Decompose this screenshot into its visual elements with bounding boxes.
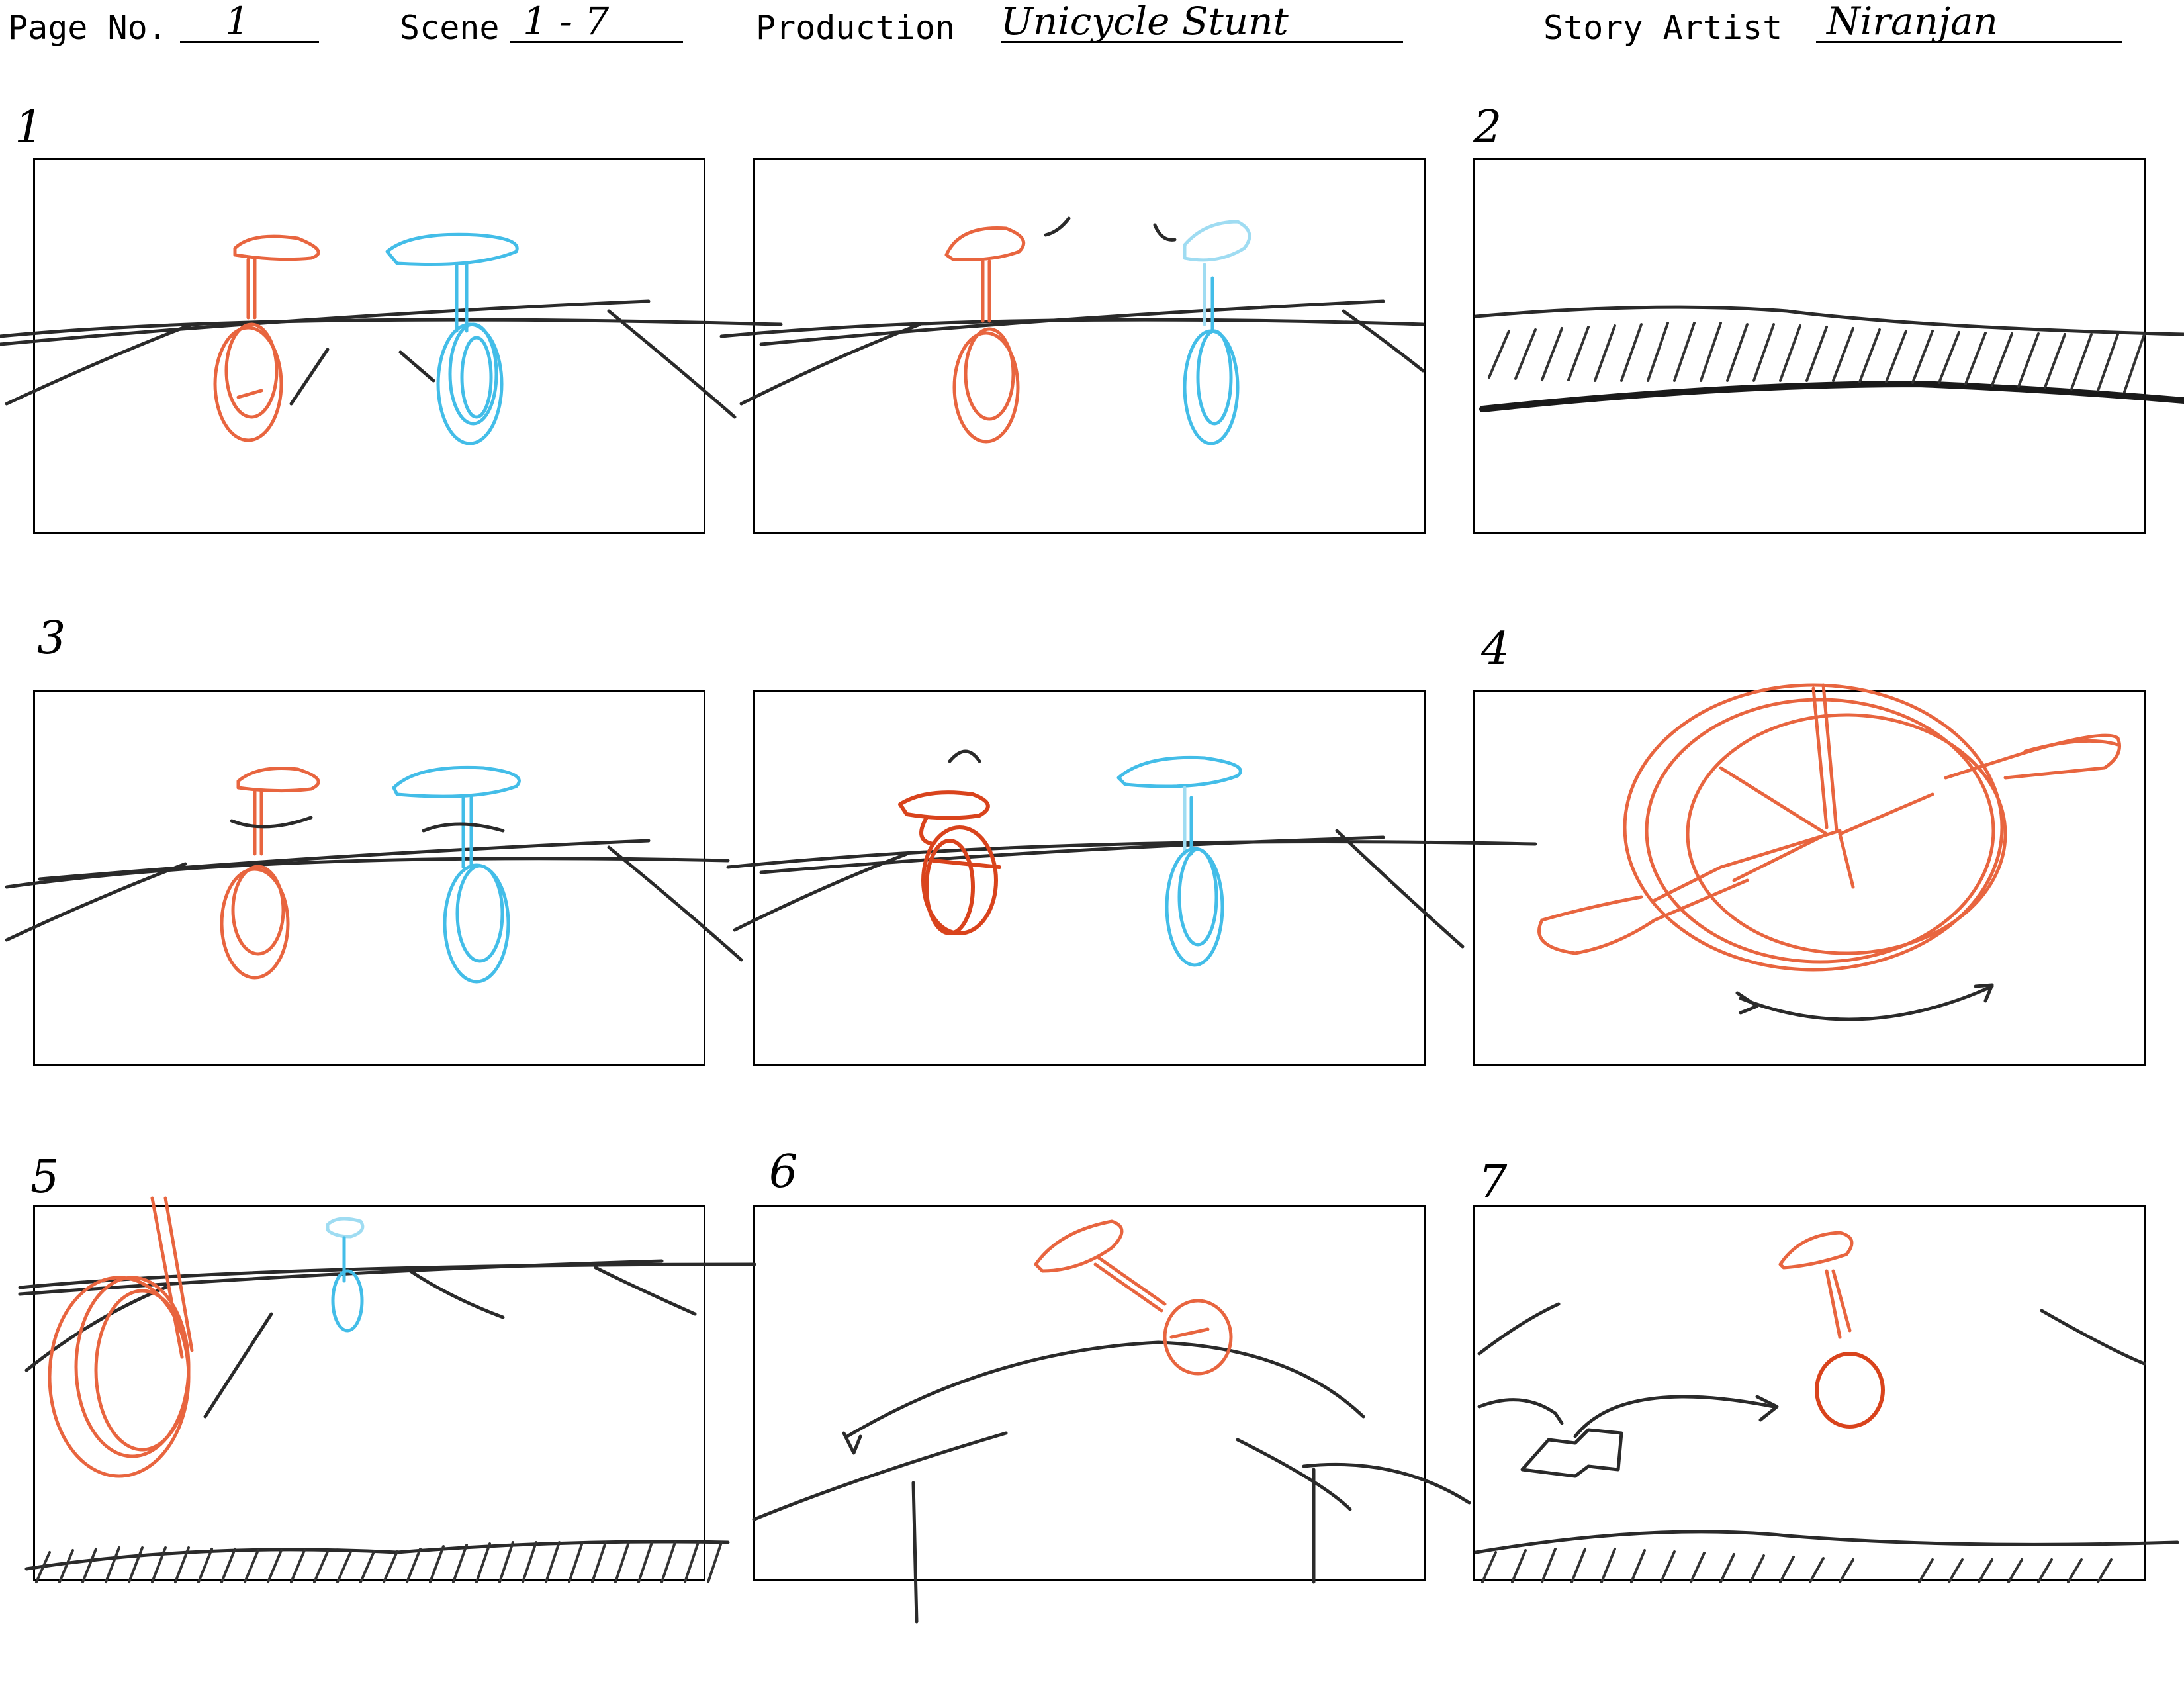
scene-value: 1 - 7 — [523, 0, 610, 44]
panel-3a-frame — [33, 690, 705, 1066]
production-value: Unicycle Stunt — [1001, 0, 1289, 44]
panel-number-1: 1 — [15, 101, 44, 154]
panel-number-7: 7 — [1479, 1156, 1508, 1209]
story-artist-label: Story Artist — [1543, 9, 1783, 47]
panel-3b-frame — [753, 690, 1426, 1066]
story-artist-value: Niranjan — [1827, 0, 1998, 44]
panel-7-frame — [1473, 1205, 2146, 1581]
panel-1a-frame — [33, 158, 705, 534]
panel-6-frame — [753, 1205, 1426, 1581]
page-no-value: 1 — [225, 0, 250, 44]
panel-4-frame — [1473, 690, 2146, 1066]
panel-number-5: 5 — [30, 1151, 60, 1203]
scene-line — [510, 41, 683, 43]
panel-1b-frame — [753, 158, 1426, 534]
panel-number-3: 3 — [37, 612, 66, 665]
panel-2-frame — [1473, 158, 2146, 534]
panel-number-4: 4 — [1481, 623, 1510, 675]
page-no-label: Page No. — [8, 9, 167, 47]
panel-5-frame — [33, 1205, 705, 1581]
panel-number-2: 2 — [1473, 101, 1502, 154]
production-label: Production — [756, 9, 956, 47]
production-line — [1001, 41, 1403, 43]
story-artist-line — [1816, 41, 2122, 43]
scene-label: Scene — [400, 9, 500, 47]
panel-number-6: 6 — [769, 1146, 798, 1198]
page-no-line — [180, 41, 319, 43]
